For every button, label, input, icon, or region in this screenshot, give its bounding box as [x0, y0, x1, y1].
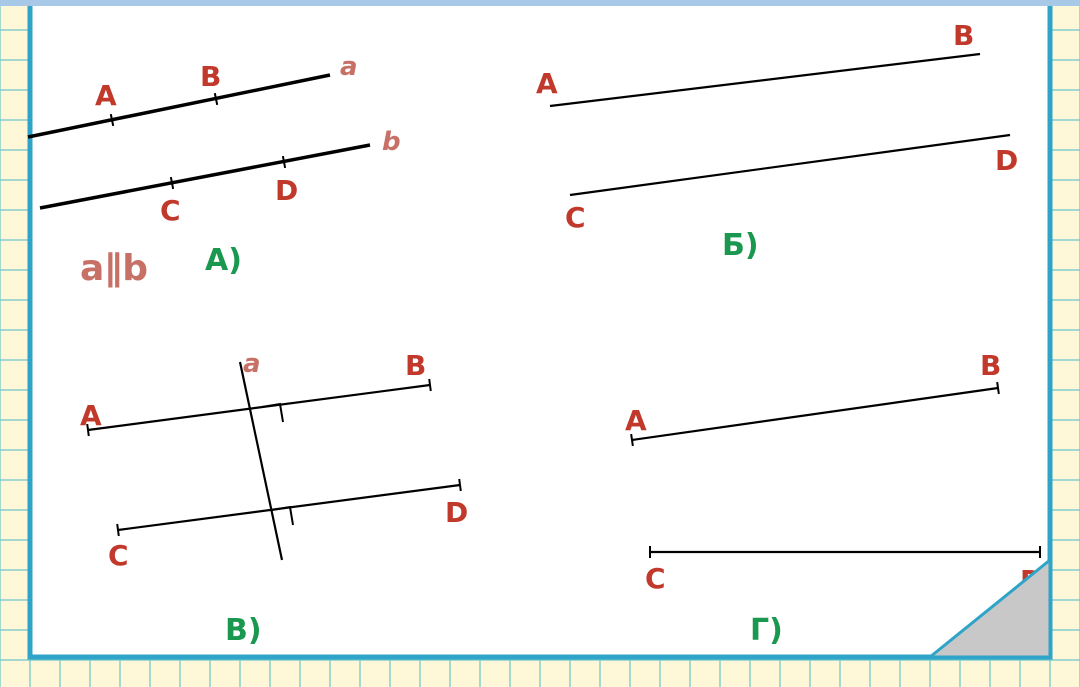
panel-A-a: a: [340, 52, 358, 82]
panel-A-A: A: [95, 79, 117, 112]
option-V: В): [225, 613, 262, 648]
panel-V-A: A: [80, 399, 102, 432]
panel-A-C: C: [160, 194, 181, 227]
option-G: Г): [750, 613, 783, 648]
panel-V-a: a: [243, 349, 261, 379]
panel-G-B: B: [980, 349, 1001, 382]
panel-A-D: D: [275, 174, 298, 207]
parallel-text: a∥b: [80, 248, 148, 289]
panel-A-b: b: [382, 127, 401, 157]
panel-A-B: B: [200, 60, 221, 93]
panel-G-A: A: [625, 404, 647, 437]
panel-B-B: B: [953, 19, 974, 52]
top-bar: [0, 0, 1080, 6]
panel-G-C: C: [645, 562, 666, 595]
panel-V-B: B: [405, 349, 426, 382]
option-B: Б): [722, 228, 759, 263]
panel-V-C: C: [108, 539, 129, 572]
option-A: А): [205, 243, 242, 278]
panel-B-A: A: [536, 67, 558, 100]
panel-V-D: D: [445, 496, 468, 529]
panel-B-C: C: [565, 201, 586, 234]
panel-B-D: D: [995, 144, 1018, 177]
diagram: abABCDА)ABCDБ)aABCDВ)ABCDГ)a∥b: [0, 0, 1080, 687]
